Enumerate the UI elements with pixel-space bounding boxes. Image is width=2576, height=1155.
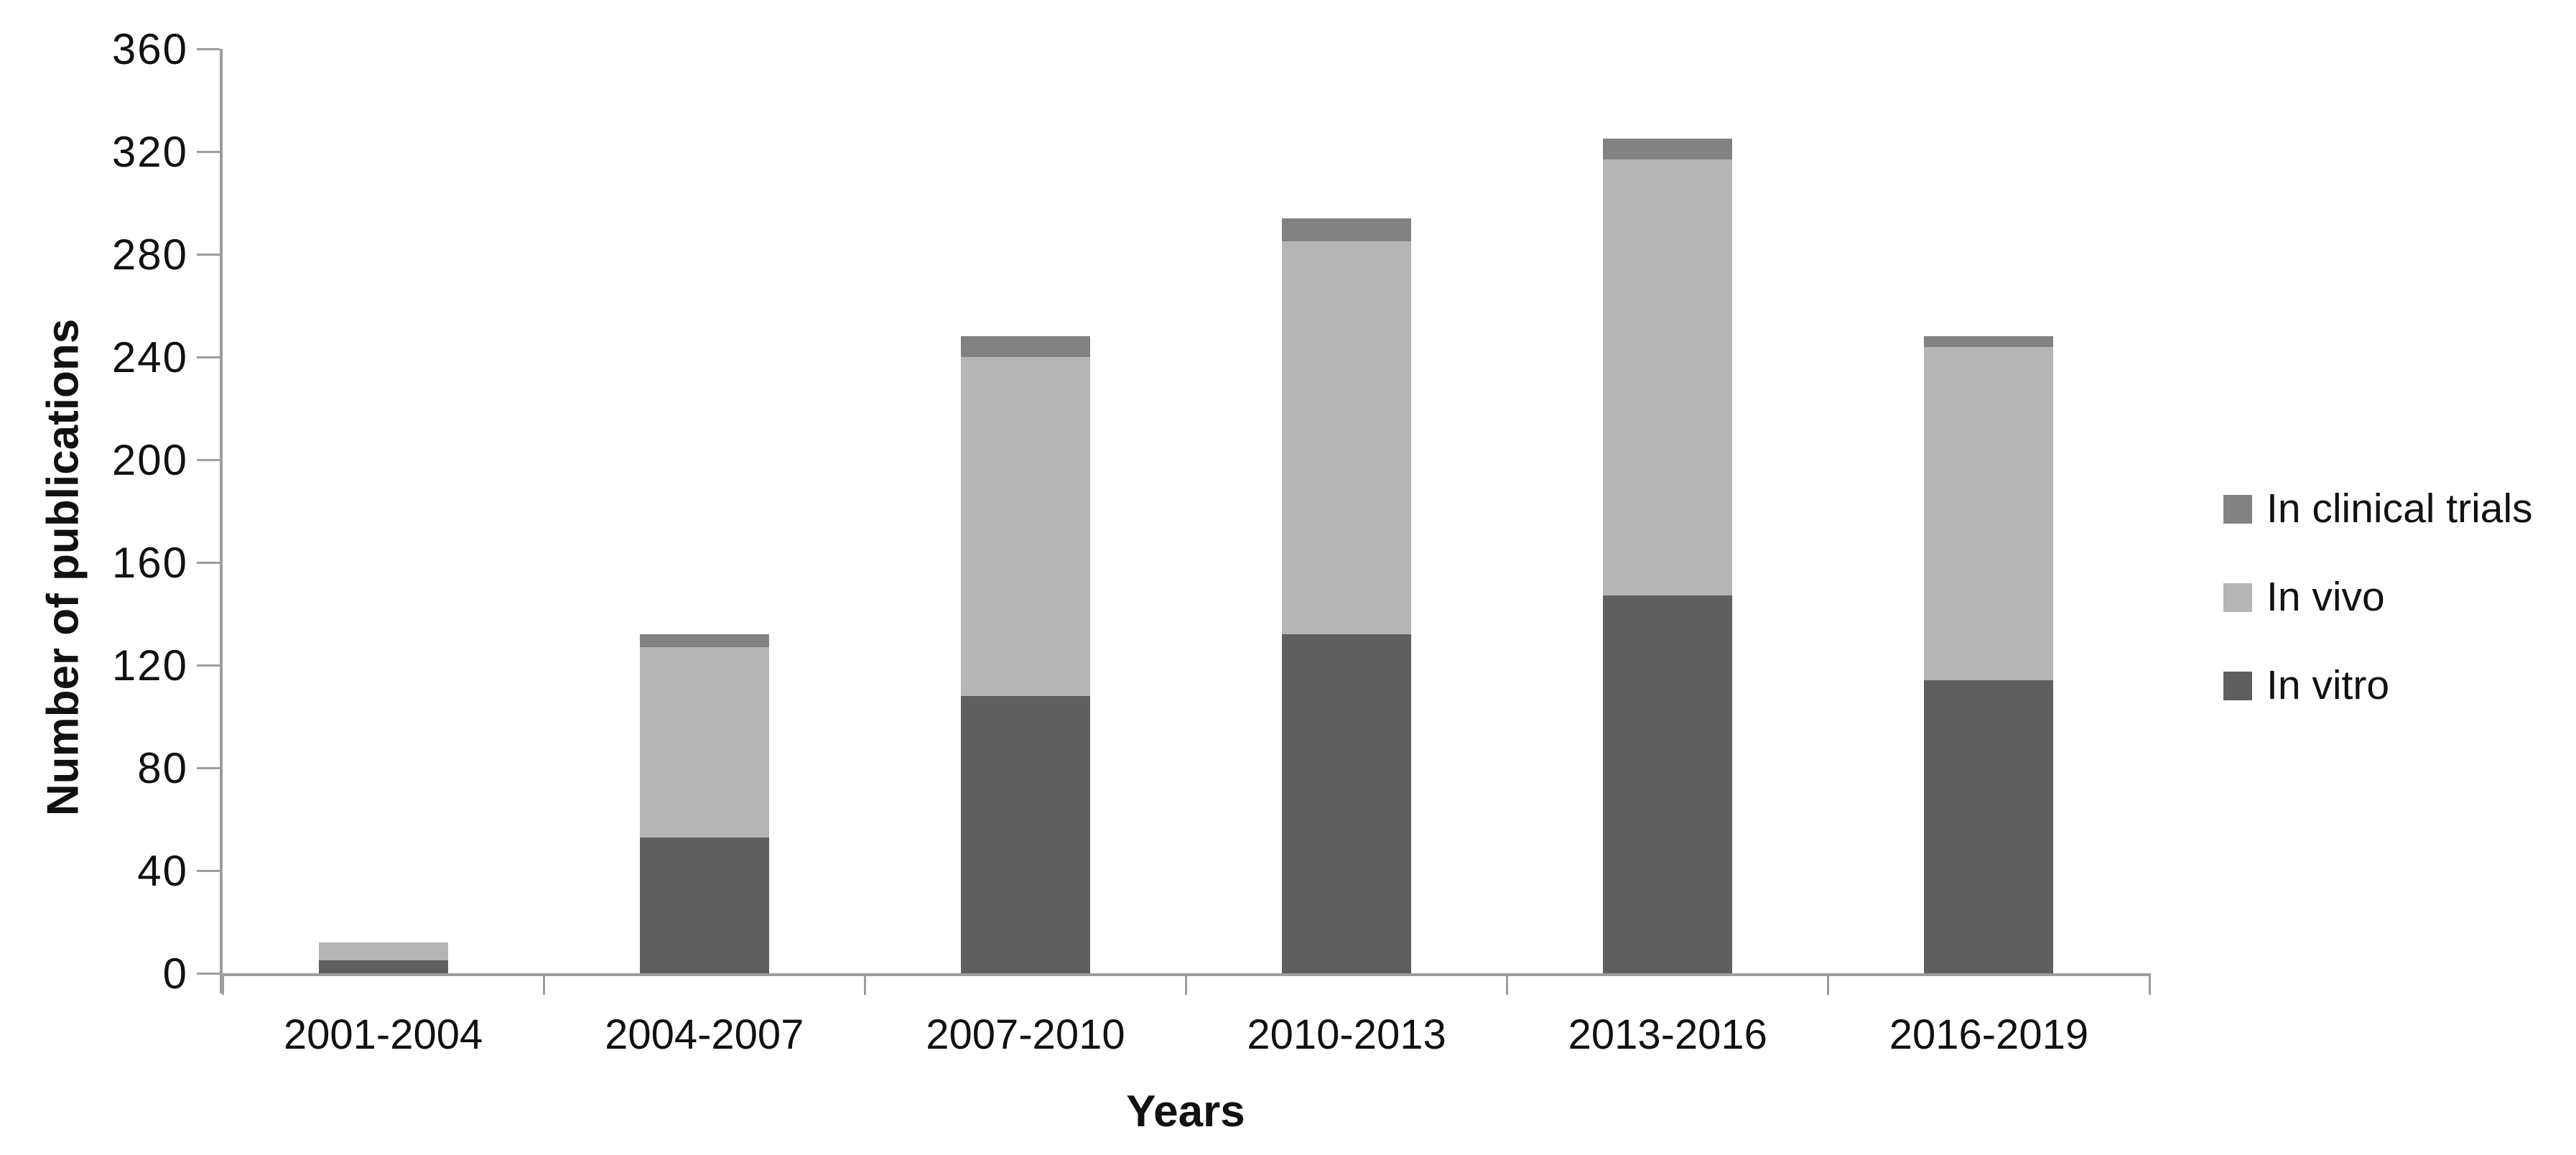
x-axis-tick bbox=[1185, 973, 1187, 995]
x-axis-tick bbox=[542, 973, 545, 995]
y-axis-tick bbox=[197, 459, 220, 461]
x-category-label: 2007-2010 bbox=[926, 1011, 1125, 1058]
y-axis-tick-label: 0 bbox=[162, 950, 188, 998]
y-axis-tick-label: 80 bbox=[137, 744, 188, 792]
y-axis-tick bbox=[197, 870, 220, 872]
y-axis-tick bbox=[197, 664, 220, 667]
y-axis-tick-label: 280 bbox=[111, 231, 188, 279]
bar-segment-in-clinical-trials bbox=[1924, 336, 2054, 347]
y-axis-tick bbox=[197, 254, 220, 256]
x-axis-tick bbox=[221, 973, 224, 995]
x-axis-tick bbox=[863, 973, 866, 995]
legend-swatch bbox=[2223, 671, 2252, 700]
bar-segment-in-vivo bbox=[1282, 241, 1412, 635]
bar-segment-in-vitro bbox=[960, 695, 1090, 973]
x-axis-line bbox=[220, 973, 2149, 976]
y-axis-tick bbox=[197, 151, 220, 153]
bar-segment-in-vivo bbox=[960, 357, 1090, 696]
bar-segment-in-vitro bbox=[318, 960, 448, 973]
y-axis-tick bbox=[197, 48, 220, 50]
legend-item-in-vivo: In vivo bbox=[2223, 577, 2533, 618]
bar-segment-in-vitro bbox=[1924, 680, 2054, 973]
bar-segment-in-vivo bbox=[1603, 159, 1733, 596]
bar-segment-in-clinical-trials bbox=[639, 634, 769, 647]
bar-segment-in-clinical-trials bbox=[960, 336, 1090, 357]
bar-segment-in-vitro bbox=[1603, 595, 1733, 973]
x-category-label: 2013-2016 bbox=[1568, 1011, 1767, 1058]
x-axis-title: Years bbox=[1126, 1087, 1245, 1136]
x-category-label: 2016-2019 bbox=[1889, 1011, 2089, 1058]
legend: In clinical trials In vivo In vitro bbox=[2223, 488, 2533, 706]
y-axis-tick-label: 200 bbox=[111, 436, 188, 484]
bar-segment-in-vivo bbox=[318, 942, 448, 961]
bar-segment-in-clinical-trials bbox=[1603, 139, 1733, 159]
bar-segment-in-vivo bbox=[639, 646, 769, 838]
legend-label: In vivo bbox=[2266, 574, 2385, 620]
legend-item-in-clinical-trials: In clinical trials bbox=[2223, 488, 2533, 529]
x-category-label: 2004-2007 bbox=[605, 1011, 804, 1058]
y-axis-tick bbox=[197, 562, 220, 564]
y-axis-tick-label: 360 bbox=[111, 25, 188, 73]
legend-item-in-vitro: In vitro bbox=[2223, 665, 2533, 706]
bar-segment-in-vivo bbox=[1924, 346, 2054, 681]
bar-segment-in-vitro bbox=[639, 837, 769, 973]
x-axis-tick bbox=[1827, 973, 1830, 995]
bar-segment-in-vitro bbox=[1282, 634, 1412, 973]
y-axis-tick-label: 120 bbox=[111, 641, 188, 690]
y-axis-tick-label: 160 bbox=[111, 539, 188, 587]
legend-label: In clinical trials bbox=[2266, 486, 2533, 532]
y-axis-line bbox=[220, 49, 223, 993]
legend-label: In vitro bbox=[2266, 662, 2390, 708]
x-axis-tick bbox=[1506, 973, 1509, 995]
y-axis-tick-label: 240 bbox=[111, 333, 188, 381]
legend-swatch bbox=[2223, 494, 2252, 524]
legend-swatch bbox=[2223, 583, 2252, 612]
bar-segment-in-clinical-trials bbox=[1282, 218, 1412, 242]
y-axis-tick bbox=[197, 356, 220, 358]
x-category-label: 2001-2004 bbox=[283, 1011, 483, 1058]
y-axis-tick bbox=[197, 767, 220, 769]
y-axis-tick-label: 40 bbox=[137, 847, 188, 895]
y-axis-tick-label: 320 bbox=[111, 128, 188, 176]
x-axis-tick bbox=[2148, 973, 2151, 995]
y-axis-tick bbox=[197, 973, 220, 975]
x-category-label: 2010-2013 bbox=[1247, 1011, 1446, 1058]
